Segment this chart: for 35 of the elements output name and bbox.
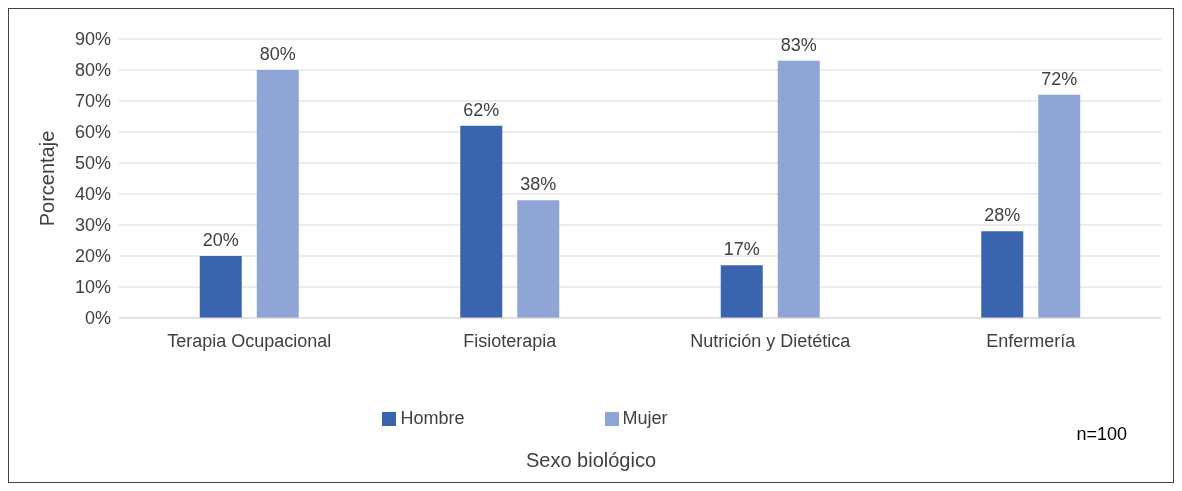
legend-label: Hombre [400,408,465,428]
x-tick-label: Terapia Ocupacional [167,330,332,351]
y-tick-label: 50% [74,153,111,174]
data-label: 83% [780,34,817,55]
text: n=100 [1076,424,1127,445]
data-label: 17% [723,239,760,260]
data-label: 72% [1041,68,1078,89]
y-tick-label: 40% [74,184,111,205]
data-label: 28% [984,205,1021,226]
bar [720,265,763,318]
y-tick-label: 0% [84,308,111,329]
data-label: 80% [259,44,296,64]
y-tick-label: 20% [74,246,111,267]
x-tick-label: Nutrición y Dietética [690,330,852,351]
bar [981,231,1024,318]
x-axis-title: Sexo biológico [524,449,658,472]
bar [199,256,242,318]
bar [777,60,820,318]
bar [517,200,560,318]
y-tick-label: 80% [74,60,111,81]
bar [256,70,299,318]
data-label: 20% [202,230,239,250]
data-label: 38% [520,174,557,195]
x-tick-label: Fisioterapia [463,330,558,351]
y-tick-label: 60% [74,122,111,143]
y-tick-label: 70% [74,91,111,112]
legend-label: Mujer [622,408,668,428]
bar [1038,94,1081,318]
y-axis-title: Porcentaje [36,130,59,227]
y-tick-label: 10% [74,277,111,298]
x-tick-label: Enfermería [986,330,1077,351]
y-tick-label: 30% [74,215,111,236]
bar [460,125,503,318]
data-label: 62% [463,99,500,120]
y-tick-label: 90% [74,29,111,50]
